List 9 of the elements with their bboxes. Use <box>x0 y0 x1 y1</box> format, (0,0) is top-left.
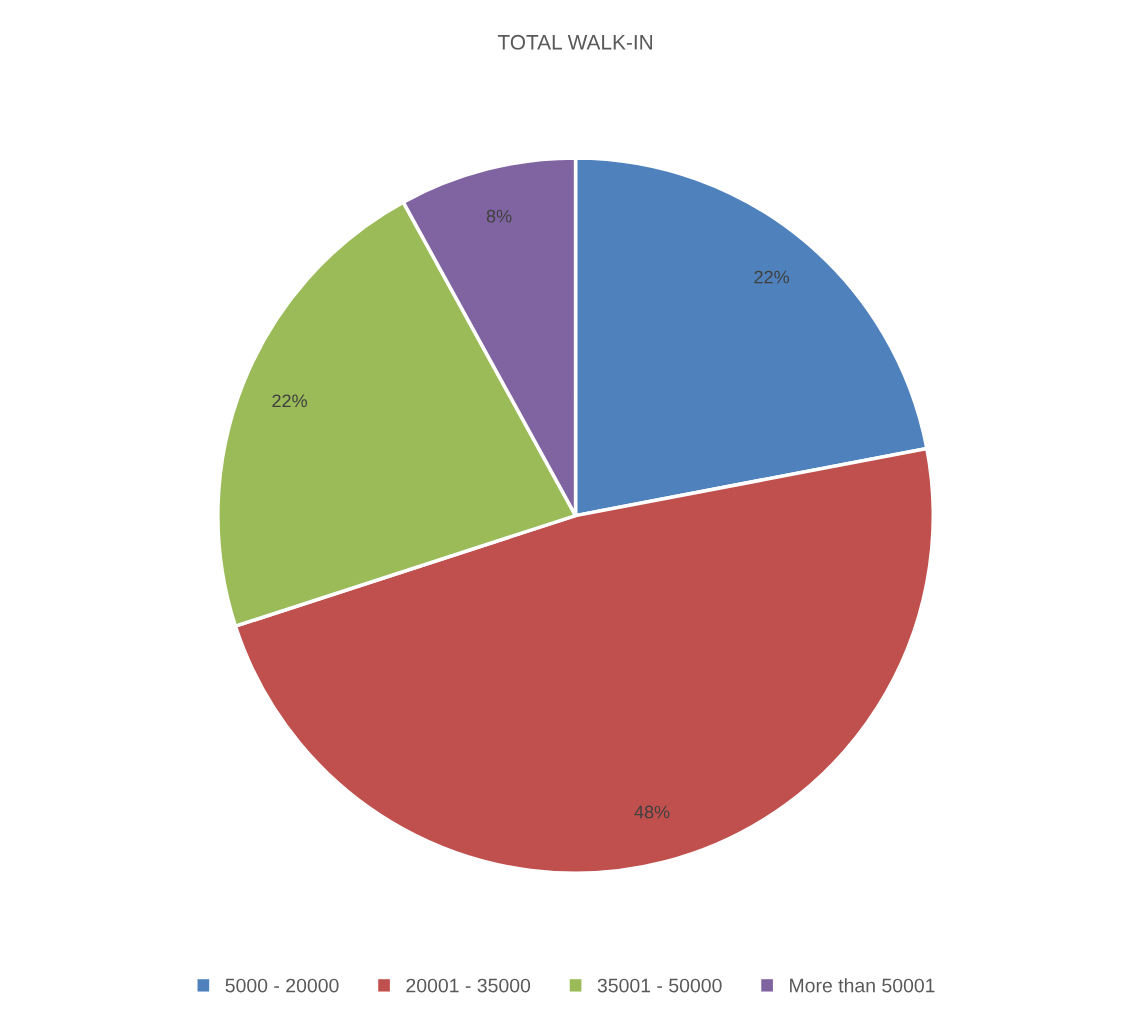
data-label: 8% <box>486 209 512 223</box>
legend-label: 5000 - 20000 <box>225 978 339 993</box>
data-label: 22% <box>272 394 307 408</box>
legend-label: 20001 - 35000 <box>406 978 531 993</box>
chart-title: TOTAL WALK-IN <box>497 34 652 50</box>
data-label: 48% <box>634 805 670 819</box>
data-label: 22% <box>754 270 790 284</box>
legend-label: 35001 - 50000 <box>597 978 722 993</box>
legend-label: More than 50001 <box>790 978 935 993</box>
